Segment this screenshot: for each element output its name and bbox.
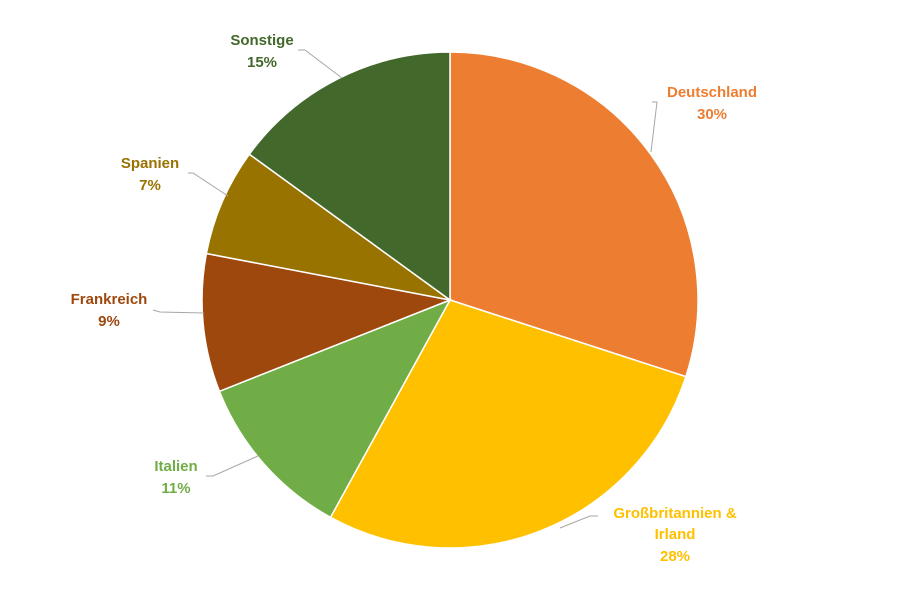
data-label-category: Großbritannien & bbox=[613, 505, 737, 522]
data-label: Spanien 7% bbox=[121, 155, 179, 194]
leader-lines bbox=[152, 49, 658, 529]
data-label-value: 9% bbox=[98, 313, 120, 330]
data-label-category: Frankreich bbox=[71, 291, 148, 308]
leader-line bbox=[152, 309, 205, 314]
pie-slice-italien bbox=[218, 298, 452, 519]
data-label-category: Sonstige bbox=[230, 32, 293, 49]
leader-line bbox=[559, 515, 598, 529]
data-label-value: 30% bbox=[697, 106, 727, 123]
pie-slice-sonstige bbox=[248, 51, 451, 302]
data-label: Frankreich 9% bbox=[71, 291, 148, 330]
data-label-category: Spanien bbox=[121, 155, 179, 172]
data-label: Großbritannien & Irland 28% bbox=[613, 505, 737, 565]
data-label-value: 15% bbox=[247, 54, 277, 71]
data-label: Italien 11% bbox=[154, 458, 197, 497]
pie-slice-deutschland bbox=[449, 51, 699, 378]
pie-slice-frankreich bbox=[201, 252, 453, 393]
data-label: Sonstige 15% bbox=[230, 32, 293, 71]
leader-line bbox=[650, 101, 658, 153]
pie-slices bbox=[201, 51, 699, 549]
leader-line bbox=[206, 455, 259, 477]
data-label-category: Deutschland bbox=[667, 84, 757, 101]
data-labels: Deutschland 30% Großbritannien & Irland 28% I… bbox=[71, 32, 757, 565]
pie-slice-spanien bbox=[205, 153, 451, 301]
data-label-category: Irland bbox=[655, 526, 696, 543]
data-label-value: 11% bbox=[161, 480, 190, 497]
data-label-value: 28% bbox=[660, 548, 690, 565]
pie-slice-großbritannien-irland bbox=[329, 299, 687, 549]
data-label-category: Italien bbox=[154, 458, 197, 475]
leader-line bbox=[188, 172, 229, 197]
data-label-value: 7% bbox=[139, 177, 161, 194]
leader-line bbox=[298, 49, 343, 79]
data-label: Deutschland 30% bbox=[667, 84, 757, 123]
